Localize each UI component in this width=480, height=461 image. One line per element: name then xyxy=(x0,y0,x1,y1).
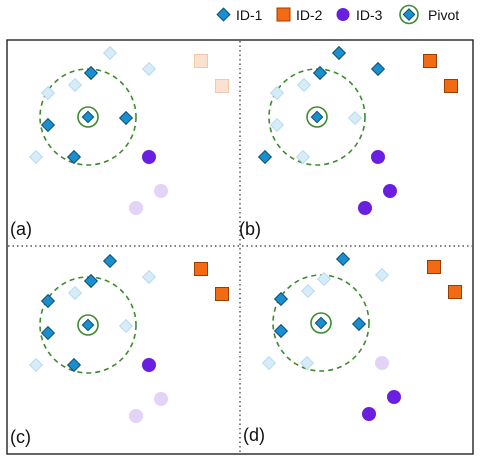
id2-marker xyxy=(427,260,441,274)
id1-marker xyxy=(118,318,134,334)
legend-item-id3: ID-3 xyxy=(336,7,383,23)
id1-marker xyxy=(335,251,351,267)
id1-marker xyxy=(40,325,56,341)
id1-marker xyxy=(40,117,56,133)
panel-c: (c) xyxy=(10,253,229,447)
pivot-ring xyxy=(306,106,328,128)
id1-marker xyxy=(331,45,347,61)
panel-b: (b) xyxy=(239,45,458,239)
pivot-marker xyxy=(81,110,95,124)
id1-marker xyxy=(312,65,328,81)
id2-marker xyxy=(215,79,229,93)
id1-marker xyxy=(67,285,83,301)
id1-marker xyxy=(316,271,332,287)
id1-marker xyxy=(347,110,363,126)
id2-marker xyxy=(423,54,437,68)
id3-marker xyxy=(154,184,168,198)
legend-item-id2: ID-2 xyxy=(276,7,323,23)
legend-id3-marker xyxy=(336,8,350,21)
id1-marker xyxy=(28,357,44,373)
id2-marker xyxy=(194,262,208,276)
id3-marker xyxy=(387,390,401,404)
id1-marker xyxy=(269,117,285,133)
id1-marker xyxy=(351,316,367,332)
id1-marker xyxy=(83,65,99,81)
id1-marker xyxy=(28,149,44,165)
id1-marker xyxy=(141,61,157,77)
legend-id2-marker xyxy=(276,7,291,22)
id1-marker xyxy=(141,269,157,285)
panels: (a) (b) (c) (d) xyxy=(10,45,462,447)
id1-marker xyxy=(273,323,289,339)
pivot-marker xyxy=(314,316,328,330)
id3-marker xyxy=(129,409,143,423)
id1-marker xyxy=(67,77,83,93)
legend-item-id1: ID-1 xyxy=(216,7,263,23)
id2-marker xyxy=(444,79,458,93)
id2-marker xyxy=(194,54,208,68)
id3-marker xyxy=(142,358,156,372)
legend-id1-label: ID-1 xyxy=(236,7,263,23)
id1-marker xyxy=(40,85,56,101)
panel-label: (b) xyxy=(239,219,261,239)
id3-marker xyxy=(383,184,397,198)
id3-marker xyxy=(129,201,143,215)
id1-marker xyxy=(102,253,118,269)
pivot-ring xyxy=(77,314,99,336)
id2-marker xyxy=(448,285,462,299)
id1-marker xyxy=(102,45,118,61)
legend-pivot-marker xyxy=(402,8,416,21)
legend-id1-marker xyxy=(216,7,231,22)
id1-marker xyxy=(299,355,315,371)
panel-a: (a) xyxy=(10,45,229,239)
id3-marker xyxy=(142,150,156,164)
id1-marker xyxy=(296,77,312,93)
id1-marker xyxy=(66,149,82,165)
id1-marker xyxy=(295,149,311,165)
id1-marker xyxy=(83,273,99,289)
pivot-marker xyxy=(81,318,95,332)
legend-item-pivot: Pivot xyxy=(399,4,459,25)
legend: ID-1 ID-2 ID-3 Pivot xyxy=(216,4,459,25)
id3-marker xyxy=(362,407,376,421)
id1-marker xyxy=(40,293,56,309)
id1-marker xyxy=(66,357,82,373)
id1-marker xyxy=(269,85,285,101)
panel-label: (c) xyxy=(10,427,31,447)
panel-d: (d) xyxy=(243,251,462,445)
id3-marker xyxy=(371,150,385,164)
id1-marker xyxy=(370,61,386,77)
id2-marker xyxy=(215,287,229,301)
legend-pivot-label: Pivot xyxy=(428,7,459,23)
pivot-ring xyxy=(310,312,332,334)
id1-marker xyxy=(118,110,134,126)
panel-label: (d) xyxy=(243,425,265,445)
id3-marker xyxy=(154,392,168,406)
id3-marker xyxy=(358,201,372,215)
id1-marker xyxy=(300,283,316,299)
id1-marker xyxy=(273,291,289,307)
id1-marker xyxy=(261,355,277,371)
id1-marker xyxy=(374,267,390,283)
legend-pivot-ring xyxy=(399,4,419,25)
pivot-marker xyxy=(310,110,324,124)
id3-marker xyxy=(375,356,389,370)
pivot-ring xyxy=(77,106,99,128)
id1-marker xyxy=(257,149,273,165)
legend-id3-label: ID-3 xyxy=(356,7,383,23)
figure-frame xyxy=(6,39,474,455)
panel-label: (a) xyxy=(10,219,32,239)
legend-id2-label: ID-2 xyxy=(296,7,323,23)
